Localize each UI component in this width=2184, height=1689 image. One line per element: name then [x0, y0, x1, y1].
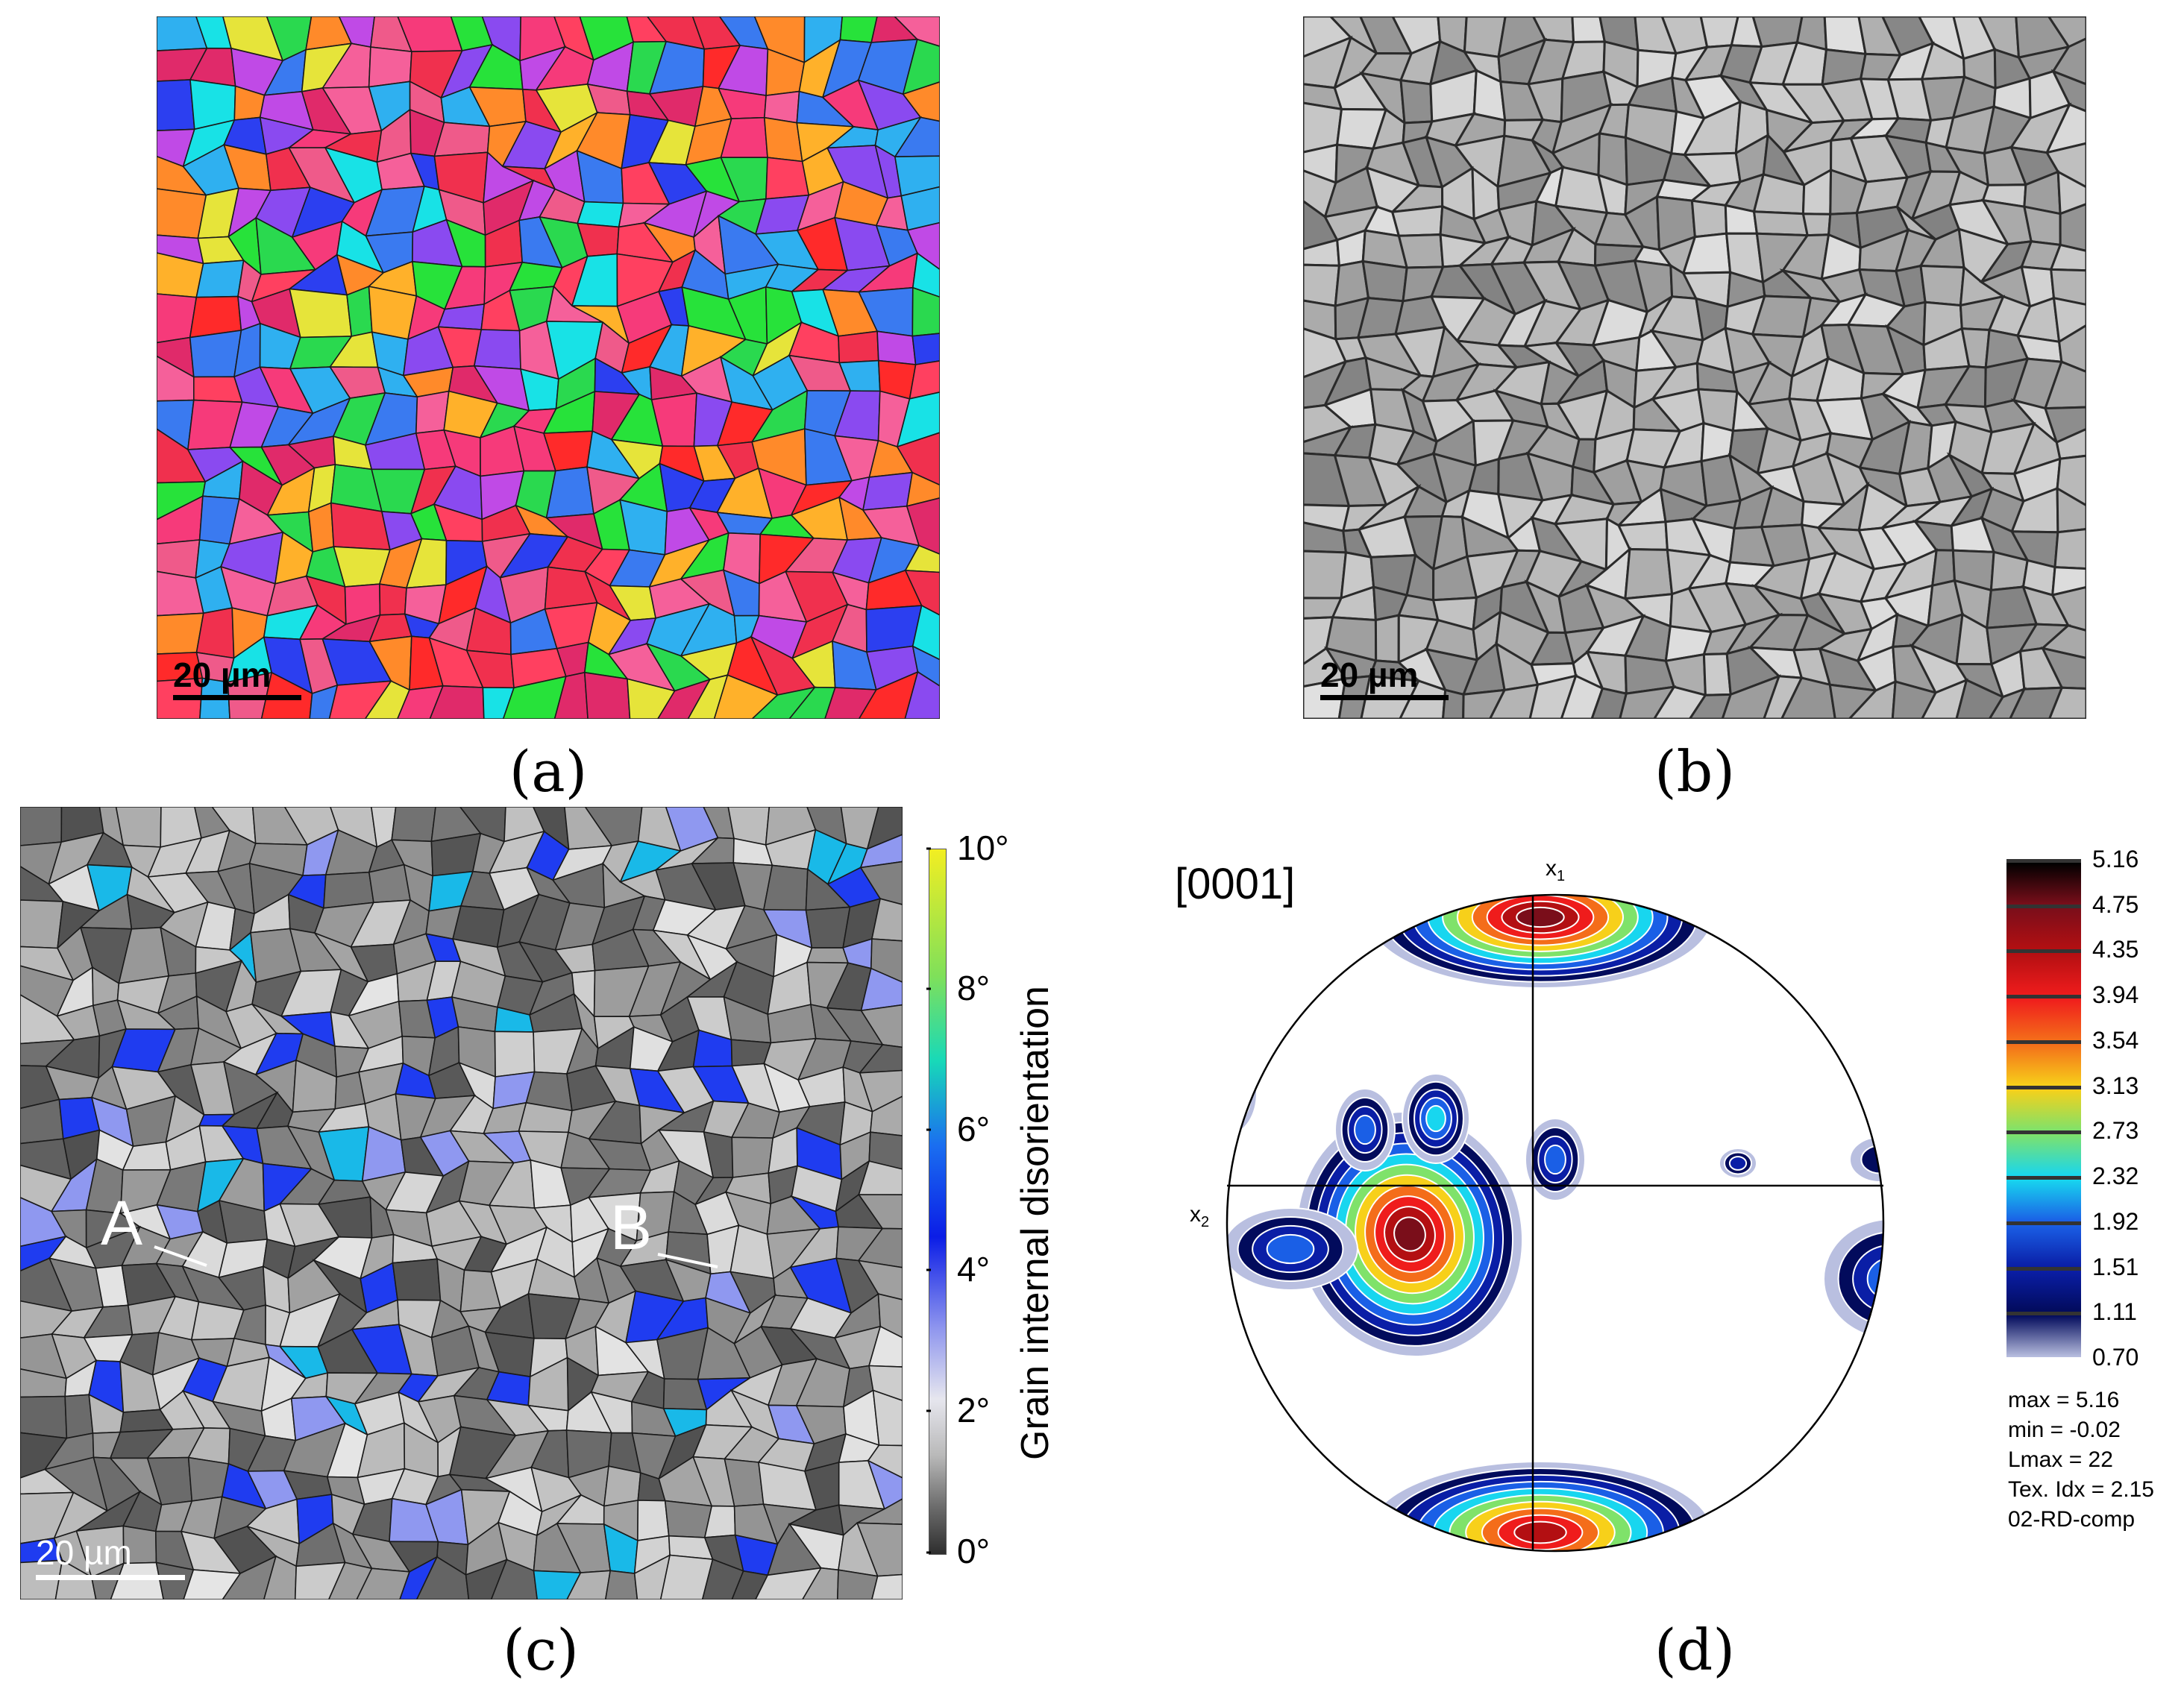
colorbar-tick-0: 0°: [957, 1532, 990, 1570]
panel-a-caption: (a): [509, 738, 588, 805]
legend-value: 1.92: [2092, 1207, 2139, 1235]
panel-b-caption: (b): [1654, 738, 1735, 805]
colorbar-tick-8: 8°: [957, 969, 990, 1007]
panel-b-scalebar-label: 20 µm: [1320, 655, 1419, 694]
legend-value: 2.32: [2092, 1163, 2139, 1190]
axis-x1-label: x1: [1546, 856, 1565, 885]
legend-swatch: [2006, 1039, 2081, 1086]
ipf-grain-map: [157, 16, 940, 719]
legend-swatch: [2006, 1176, 2081, 1221]
panel-a-scalebar-label: 20 µm: [173, 655, 272, 694]
disorientation-colorbar: [929, 849, 947, 1555]
axis-x2-letter: x: [1190, 1202, 1201, 1227]
panel-b-band-contrast-map: [1303, 16, 2086, 719]
stat-max: max = 5.16: [2008, 1388, 2120, 1412]
legend-value: 3.94: [2092, 981, 2139, 1009]
stat-min: min = -0.02: [2008, 1418, 2121, 1442]
panel-a-scalebar: [173, 695, 301, 700]
legend-value: 4.75: [2092, 890, 2139, 918]
pole-figure-legend-labels: 5.16 4.75 4.35 3.94 3.54 3.13 2.73 2.32 1.92 1.51…: [2092, 0, 2174, 1689]
stat-lmax: Lmax = 22: [2008, 1447, 2113, 1472]
legend-swatch: [2006, 859, 2081, 905]
disorientation-grain-map: [20, 807, 903, 1600]
panel-c-caption: (c): [503, 1617, 579, 1683]
marker-a: A: [101, 1188, 143, 1258]
axis-x1-letter: x: [1546, 856, 1557, 881]
legend-value: 2.73: [2092, 1117, 2139, 1145]
band-contrast-grain-map: [1303, 16, 2086, 719]
legend-swatch: [2006, 1266, 2081, 1312]
panel-c-scalebar-label: 20 µm: [36, 1533, 132, 1572]
pole-figure-label: [0001]: [1175, 860, 1296, 908]
legend-swatch: [2006, 1221, 2081, 1267]
legend-swatch: [2006, 1130, 2081, 1177]
legend-value: 1.11: [2092, 1298, 2137, 1326]
colorbar-ticks: [926, 847, 931, 1554]
legend-swatch: [2006, 1312, 2081, 1357]
panel-c-scalebar: [36, 1575, 185, 1580]
pole-figure-legend: [2006, 859, 2081, 1357]
legend-value: 0.70: [2092, 1344, 2139, 1371]
legend-value: 4.35: [2092, 936, 2139, 963]
panel-a-ipf-map: [157, 16, 940, 719]
legend-value: 1.51: [2092, 1253, 2139, 1280]
legend-swatch: [2006, 1085, 2081, 1131]
legend-swatch: [2006, 995, 2081, 1040]
panel-d-caption: (d): [1654, 1617, 1735, 1683]
axis-x2-label: x2: [1190, 1202, 1209, 1231]
legend-swatch: [2006, 949, 2081, 996]
colorbar-tick-4: 4°: [957, 1250, 990, 1289]
pole-figure: [1226, 893, 1885, 1553]
stat-sample-id: 02-RD-comp: [2008, 1507, 2136, 1532]
legend-swatch: [2006, 904, 2081, 950]
stat-texture-index: Tex. Idx = 2.15: [2008, 1477, 2154, 1502]
axis-x1-subscript: 1: [1557, 868, 1566, 884]
marker-leader-lines: [154, 1245, 718, 1268]
colorbar-tick-10: 10°: [957, 828, 1009, 867]
marker-b: B: [610, 1192, 653, 1262]
colorbar-tick-6: 6°: [957, 1110, 990, 1148]
legend-value: 3.54: [2092, 1026, 2139, 1054]
colorbar-title: Grain internal disorientation: [1014, 986, 1057, 1460]
panel-b-scalebar: [1320, 695, 1449, 700]
panel-c-disorientation-map: [20, 807, 903, 1600]
legend-value: 5.16: [2092, 846, 2139, 872]
colorbar-tick-2: 2°: [957, 1391, 990, 1429]
axis-x2-subscript: 2: [1201, 1214, 1210, 1230]
legend-value: 3.13: [2092, 1072, 2139, 1099]
